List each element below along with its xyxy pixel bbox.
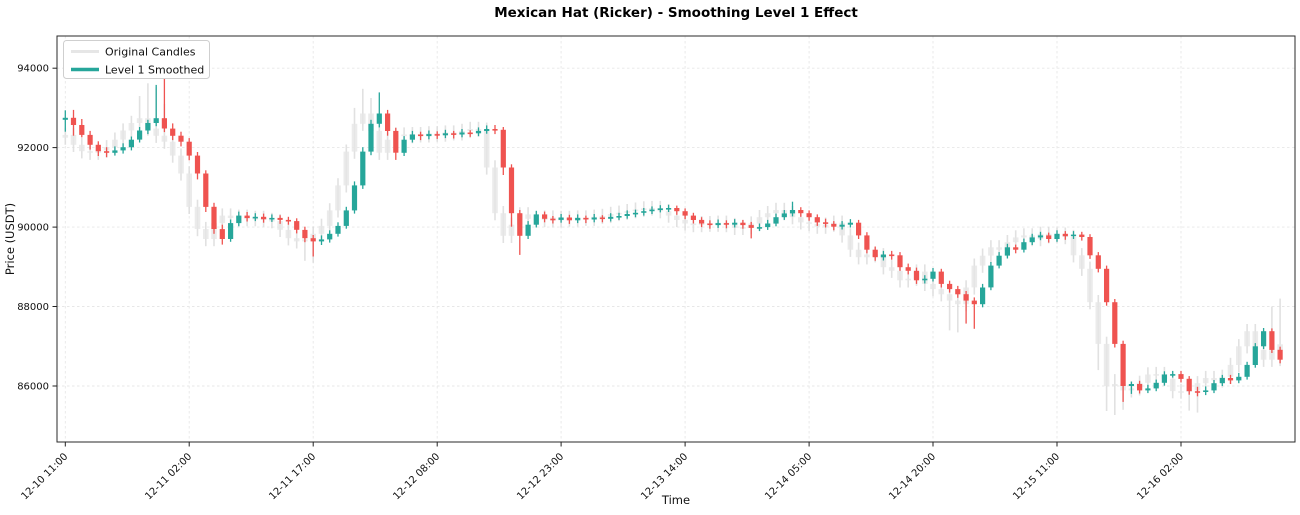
gridlines xyxy=(57,36,1295,442)
chart-title: Mexican Hat (Ricker) - Smoothing Level 1… xyxy=(494,5,858,21)
x-tick-label: 12-14 20:00 xyxy=(887,451,938,502)
legend-box xyxy=(63,40,210,79)
x-tick-label: 12-15 11:00 xyxy=(1011,451,1062,502)
x-tick-label: 12-11 02:00 xyxy=(143,451,194,502)
x-axis-label: Time xyxy=(661,493,691,507)
plot-border xyxy=(56,35,1296,443)
y-tick-label: 90000 xyxy=(17,223,49,234)
y-tick-label: 92000 xyxy=(17,143,49,154)
x-tick-label: 12-13 14:00 xyxy=(639,451,690,502)
x-axis: 12-10 11:00 12-11 02:00 12-11 17:00 12-12 0… xyxy=(19,442,1186,502)
y-tick-label: 94000 xyxy=(17,64,49,75)
x-tick-label: 12-14 05:00 xyxy=(763,451,814,502)
x-tick-label: 12-10 11:00 xyxy=(19,451,70,502)
legend-label: Original Candles xyxy=(105,46,196,59)
x-tick-label: 12-12 23:00 xyxy=(515,451,566,502)
x-tick-label: 12-11 17:00 xyxy=(267,451,318,502)
y-tick-label: 88000 xyxy=(17,302,49,313)
x-tick-label: 12-16 02:00 xyxy=(1135,451,1186,502)
legend-label: Level 1 Smoothed xyxy=(105,64,204,77)
series-smoothed xyxy=(62,78,1283,402)
y-axis: 86000 88000 90000 92000 94000 xyxy=(17,64,57,393)
y-tick-label: 86000 xyxy=(17,382,49,393)
legend: Original Candles Level 1 Smoothed xyxy=(63,40,210,79)
series-original xyxy=(62,83,1283,415)
x-tick-label: 12-12 08:00 xyxy=(391,451,442,502)
